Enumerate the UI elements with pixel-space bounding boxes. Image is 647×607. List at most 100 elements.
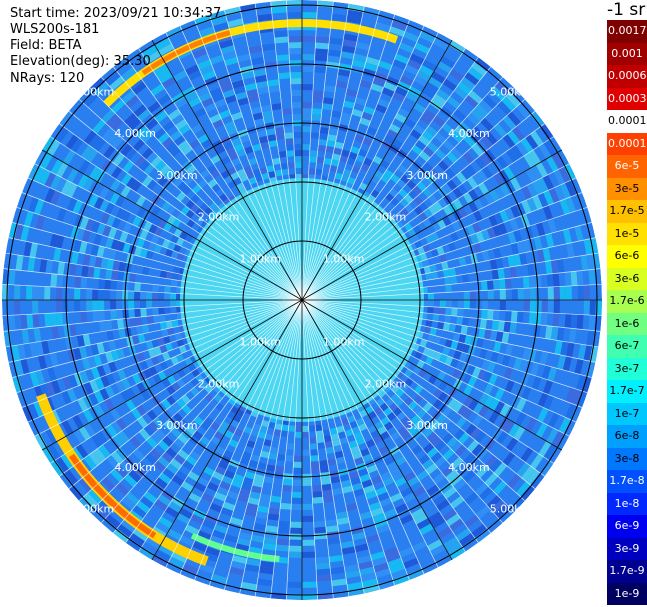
- range-gate-cell: [189, 450, 201, 462]
- range-gate-cell: [200, 138, 212, 150]
- range-gate-cell: [200, 168, 211, 179]
- range-gate-cell: [33, 327, 42, 343]
- range-gate-cell: [425, 81, 440, 94]
- range-gate-cell: [421, 130, 435, 142]
- range-gate-cell: [468, 90, 483, 104]
- range-gate-cell: [128, 469, 142, 483]
- range-gate-cell: [177, 369, 187, 379]
- range-gate-cell: [478, 348, 488, 360]
- range-gate-cell: [410, 414, 421, 425]
- range-gate-cell: [302, 102, 313, 109]
- range-gate-cell: [230, 419, 240, 429]
- ray-line: [165, 32, 303, 301]
- range-gate-cell: [316, 156, 325, 164]
- range-gate-cell: [422, 146, 435, 158]
- range-gate-cell: [290, 72, 302, 79]
- range-gate-cell: [132, 373, 142, 385]
- range-gate-cell: [184, 64, 200, 76]
- range-ring-label: 1.00km: [239, 336, 281, 349]
- range-gate-cell: [176, 211, 186, 222]
- range-gate-cell: [464, 334, 473, 346]
- range-gate-cell: [201, 97, 215, 108]
- range-gate-cell: [166, 395, 177, 406]
- colorbar-swatch: 3e-7: [607, 357, 647, 380]
- range-gate-cell: [146, 409, 158, 421]
- range-gate-cell: [433, 306, 440, 315]
- range-gate-cell: [227, 18, 244, 28]
- range-gate-cell: [110, 468, 124, 483]
- range-gate-cell: [474, 482, 489, 497]
- range-gate-cell: [507, 473, 522, 489]
- range-gate-cell: [502, 451, 516, 467]
- range-gate-cell: [308, 425, 316, 432]
- colorbar-swatch: 0.0017: [607, 20, 647, 43]
- ray-line: [8, 299, 303, 363]
- range-gate-cell: [140, 308, 147, 317]
- range-gate-cell: [56, 162, 69, 178]
- range-gate-cell: [177, 433, 189, 445]
- range-gate-cell: [481, 280, 488, 291]
- range-gate-cell: [293, 132, 302, 139]
- range-gate-cell: [32, 285, 39, 300]
- range-gate-cell: [45, 381, 56, 397]
- azimuth-spoke: [301, 39, 453, 301]
- range-gate-cell: [322, 495, 334, 503]
- range-gate-cell: [206, 481, 220, 492]
- range-gate-cell: [446, 96, 461, 109]
- range-gate-cell: [217, 425, 227, 436]
- range-gate-cell: [68, 485, 84, 501]
- range-gate-cell: [458, 256, 467, 267]
- range-gate-cell: [361, 479, 373, 489]
- range-gate-cell: [341, 485, 354, 494]
- range-gate-cell: [166, 204, 176, 216]
- range-gate-cell: [82, 177, 95, 192]
- range-gate-cell: [135, 500, 151, 514]
- range-gate-cell: [94, 377, 105, 391]
- range-gate-cell: [171, 551, 188, 564]
- range-gate-cell: [395, 455, 407, 467]
- range-gate-cell: [176, 191, 187, 202]
- range-gate-cell: [450, 456, 464, 470]
- range-gate-cell: [546, 273, 554, 288]
- range-gate-cell: [434, 132, 447, 144]
- range-gate-cell: [335, 456, 346, 465]
- range-gate-cell: [185, 91, 199, 103]
- range-ring-label: 2.00km: [365, 211, 407, 224]
- range-gate-cell: [258, 499, 271, 508]
- colorbar-label: 1.7e-9: [609, 564, 645, 577]
- range-gate-cell: [66, 388, 78, 403]
- range-gate-cell: [250, 428, 260, 437]
- range-gate-cell: [278, 72, 291, 80]
- range-gate-cell: [330, 433, 340, 441]
- range-gate-cell: [181, 144, 193, 156]
- range-gate-cell: [570, 271, 578, 286]
- range-gate-cell: [50, 273, 58, 288]
- range-gate-cell: [498, 222, 508, 236]
- ray-line: [224, 10, 303, 301]
- range-gate-cell: [365, 56, 380, 67]
- range-gate-cell: [78, 159, 91, 174]
- range-gate-cell: [292, 479, 302, 486]
- range-gate-cell: [147, 100, 161, 114]
- range-gate-cell: [585, 361, 596, 378]
- range-ring-label: 1.00km: [323, 336, 365, 349]
- range-ring-label: 2.00km: [365, 377, 407, 390]
- range-gate-cell: [228, 152, 239, 162]
- range-gate-cell: [349, 420, 359, 429]
- range-gate-cell: [412, 404, 423, 415]
- ray-line: [138, 299, 303, 552]
- range-gate-cell: [313, 520, 326, 528]
- range-gate-cell: [458, 351, 468, 363]
- range-gate-cell: [556, 326, 565, 342]
- range-gate-cell: [86, 288, 93, 300]
- range-gate-cell: [540, 312, 548, 326]
- range-gate-cell: [480, 135, 494, 149]
- colorbar-swatch: 1e-8: [607, 492, 647, 515]
- ray-line: [301, 87, 515, 301]
- range-gate-cell: [311, 114, 322, 121]
- range-gate-cell: [337, 68, 351, 77]
- range-gate-cell: [542, 379, 554, 395]
- range-gate-cell: [194, 107, 207, 119]
- range-gate-cell: [427, 215, 438, 225]
- range-gate-cell: [207, 178, 218, 189]
